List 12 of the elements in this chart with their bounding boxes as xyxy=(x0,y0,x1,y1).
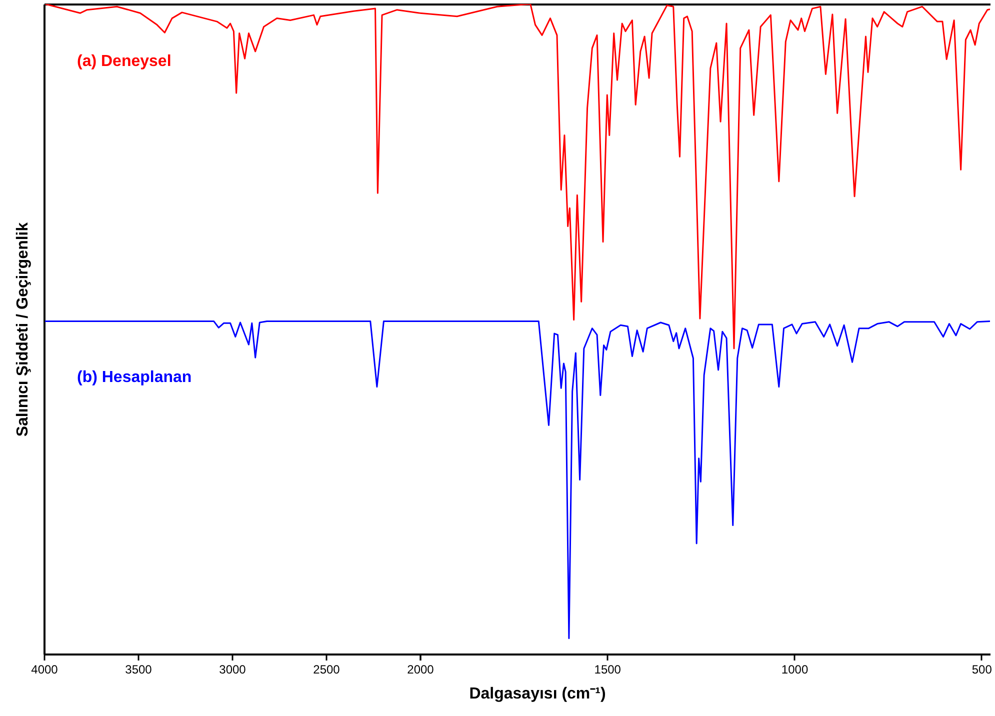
x-tick-label: 2500 xyxy=(313,662,340,676)
x-tick-label: 3500 xyxy=(125,662,152,676)
y-axis-title: Salınıcı Şiddeti / Geçirgenlik xyxy=(14,222,32,437)
x-tick-label: 3000 xyxy=(219,662,246,676)
x-tick-label: 1000 xyxy=(781,662,808,676)
x-tick-label: 4000 xyxy=(31,662,58,676)
x-axis-title: Dalgasayısı (cm⁻¹) xyxy=(469,686,606,702)
text: (b) Hesaplanan xyxy=(77,369,192,386)
x-tick-label: 1500 xyxy=(594,662,622,676)
x-tick-label: 500 xyxy=(972,662,992,676)
series-label: (a) Deneysel xyxy=(77,53,172,70)
x-tick-label: 2000 xyxy=(407,662,434,676)
